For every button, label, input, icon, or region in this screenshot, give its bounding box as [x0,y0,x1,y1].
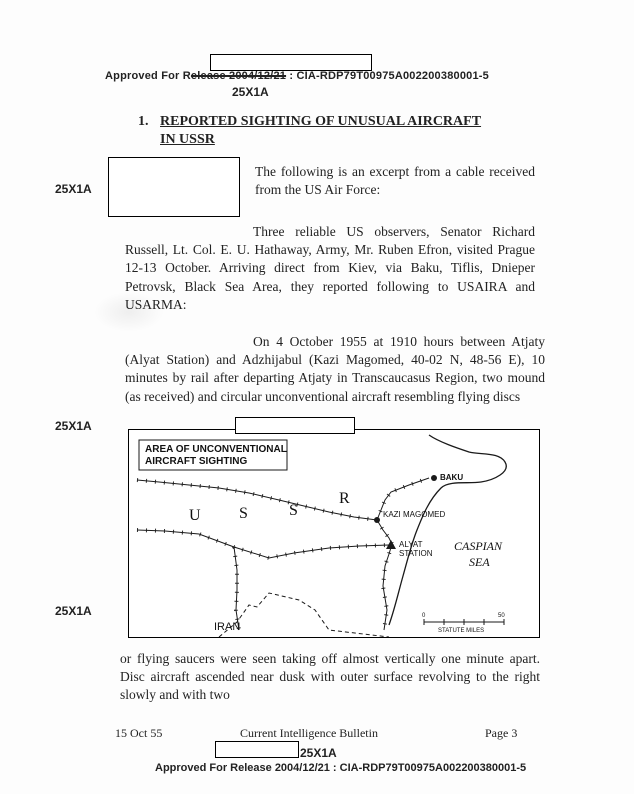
approval-stamp-bottom: Approved For Release 2004/12/21 : CIA-RD… [155,762,526,774]
svg-text:R: R [339,490,350,507]
svg-text:KAZI MAGOMED: KAZI MAGOMED [383,510,445,519]
redaction-box-bottom [215,741,299,758]
heading-line-1: REPORTED SIGHTING OF UNUSUAL AIRCRAFT [160,114,481,129]
approval-stamp-top: Approved For Release 2004/12/21 : CIA-RD… [105,70,489,82]
svg-text:U: U [189,507,201,524]
exemption-code-bottom: 25X1A [300,746,337,760]
svg-text:STATUTE MILES: STATUTE MILES [438,628,484,634]
footer-page: Page 3 [485,726,517,741]
exemption-code-top: 25X1A [232,85,269,99]
exemption-code-side-1: 25X1A [55,182,92,196]
svg-text:IRAN: IRAN [214,621,240,633]
map-svg: AREA OF UNCONVENTIONALAIRCRAFT SIGHTING K… [129,430,539,637]
document-page: Approved For Release 2004/12/21 : CIA-RD… [0,0,634,794]
approval-suffix: : CIA-RDP79T00975A002200380001-5 [286,70,489,82]
map-figure: AREA OF UNCONVENTIONALAIRCRAFT SIGHTING K… [128,429,540,638]
paragraph-3: On 4 October 1955 at 1910 hours between … [125,333,545,406]
approval-prefix: Approved For R [105,70,191,82]
redaction-box-left [108,157,240,217]
heading-line-2: IN USSR [160,132,215,147]
svg-text:S: S [239,505,248,522]
heading-number: 1. [138,113,160,131]
paragraph-2-text: Three reliable US observers, Senator Ric… [125,224,535,312]
paragraph-1: The following is an excerpt from a cable… [255,163,535,199]
exemption-code-side-2: 25X1A [55,419,92,433]
svg-text:AIRCRAFT SIGHTING: AIRCRAFT SIGHTING [145,456,247,467]
svg-text:AREA OF UNCONVENTIONAL: AREA OF UNCONVENTIONAL [145,444,287,455]
svg-text:CASPIAN: CASPIAN [454,539,503,553]
svg-text:STATION: STATION [399,549,433,558]
paragraph-4: or flying saucers were seen taking off a… [120,650,540,705]
section-heading: 1.REPORTED SIGHTING OF UNUSUAL AIRCRAFT … [138,113,498,148]
paragraph-2: Three reliable US observers, Senator Ric… [125,223,535,314]
paragraph-3-text: On 4 October 1955 at 1910 hours between … [125,334,545,404]
approval-struck: elease 2004/12/21 [191,70,286,82]
svg-text:S: S [289,502,298,519]
svg-text:50: 50 [498,613,505,619]
svg-text:ALYAT: ALYAT [399,540,423,549]
redaction-box-mid [235,417,355,434]
exemption-code-side-3: 25X1A [55,604,92,618]
footer-date: 15 Oct 55 [115,726,162,741]
svg-text:BAKU: BAKU [440,473,463,482]
svg-text:SEA: SEA [469,555,490,569]
redaction-box-top [210,54,372,71]
footer-title: Current Intelligence Bulletin [240,726,378,741]
